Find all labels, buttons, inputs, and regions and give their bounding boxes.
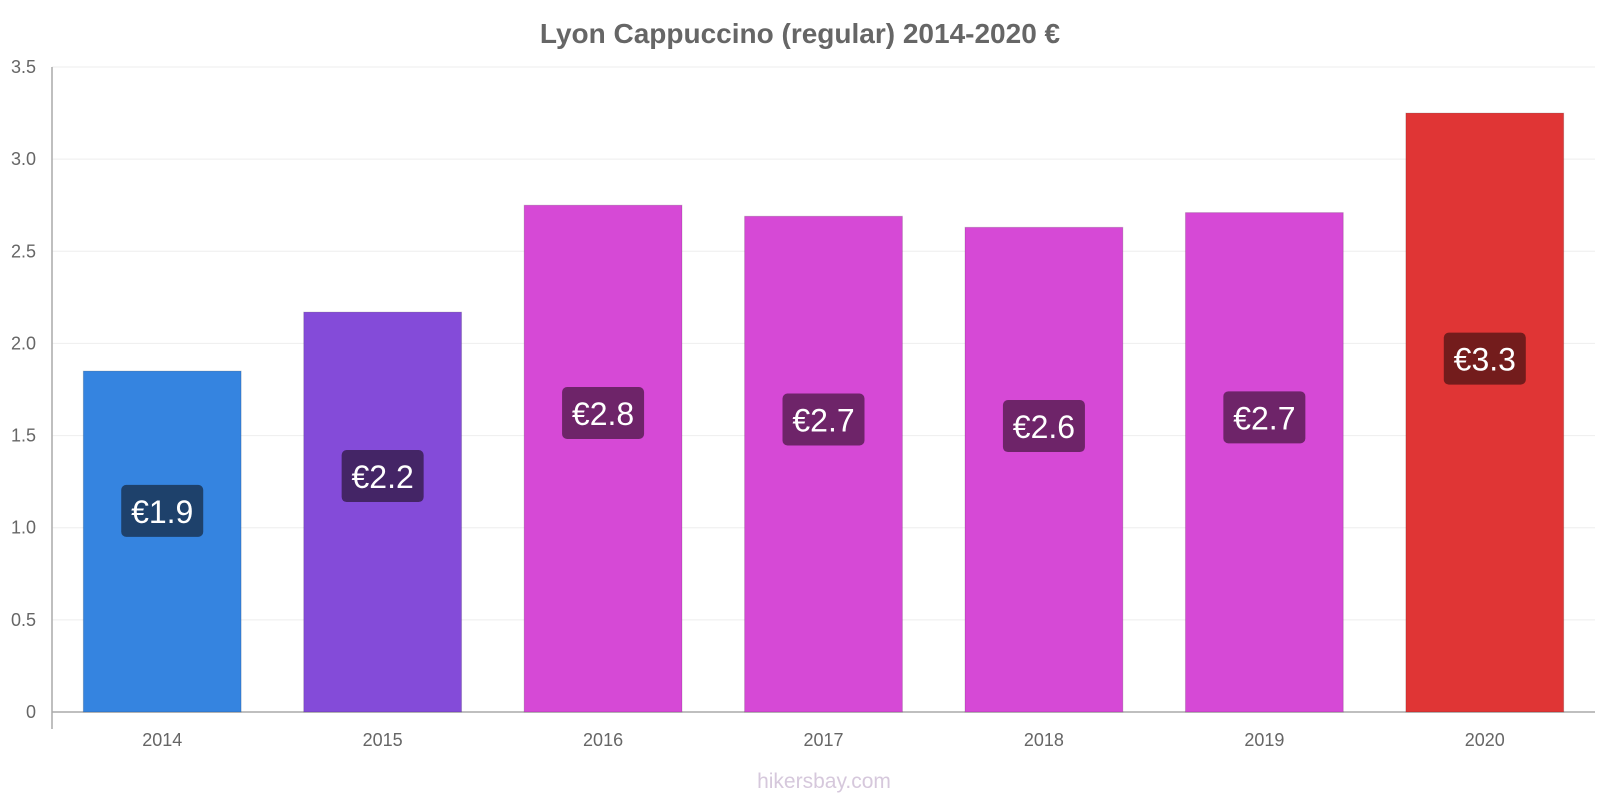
data-label: €2.8 [562, 386, 645, 439]
data-label-background [1223, 391, 1306, 444]
data-label: €2.6 [1002, 400, 1085, 453]
data-label-background [121, 484, 204, 537]
y-tick-label: 1.5 [11, 426, 36, 446]
x-tick-label: 2020 [1465, 730, 1505, 750]
bar [1405, 112, 1565, 713]
x-tick-label: 2014 [142, 730, 182, 750]
x-tick-label: 2015 [363, 730, 403, 750]
x-tick-label: 2016 [583, 730, 623, 750]
x-tick-label: 2019 [1244, 730, 1284, 750]
data-label: €2.7 [782, 393, 865, 446]
data-label: €2.2 [341, 450, 424, 503]
y-tick-label: 3.5 [11, 57, 36, 77]
chart-title: Lyon Cappuccino (regular) 2014-2020 € [540, 18, 1061, 49]
data-labels: €1.9 €2.2 €2.8 €2.7 €2.6 €2.7 €3.3 [121, 332, 1526, 537]
data-label: €2.7 [1223, 391, 1306, 444]
y-axis-ticks: 0 0.5 1.0 1.5 2.0 2.5 3.0 3.5 [11, 57, 36, 722]
bar [303, 311, 463, 713]
x-axis-ticks: 2014 2015 2016 2017 2018 2019 2020 [142, 730, 1505, 750]
watermark-text: hikersbay.com [757, 770, 891, 793]
data-label-text: €2.8 [572, 396, 634, 432]
data-label: €1.9 [121, 484, 204, 537]
bar [964, 226, 1124, 713]
data-label-text: €2.6 [1013, 409, 1075, 445]
bar [523, 204, 683, 713]
y-tick-label: 1.0 [11, 518, 36, 538]
data-label-background [562, 386, 645, 439]
data-label-text: €3.3 [1454, 342, 1516, 378]
bar [744, 215, 903, 713]
data-label-background [1443, 332, 1526, 385]
bar [82, 370, 242, 713]
data-label-background [782, 393, 865, 446]
data-label-text: €2.2 [352, 459, 414, 495]
data-label: €3.3 [1443, 332, 1526, 385]
data-label-text: €2.7 [1233, 400, 1295, 436]
data-label-background [341, 450, 424, 503]
y-tick-label: 2.5 [11, 241, 36, 261]
y-tick-label: 0 [26, 702, 36, 722]
y-tick-label: 0.5 [11, 610, 36, 630]
y-tick-label: 3.0 [11, 149, 36, 169]
bars [82, 112, 1565, 713]
x-tick-label: 2017 [803, 730, 843, 750]
data-label-text: €2.7 [792, 403, 854, 439]
x-tick-label: 2018 [1024, 730, 1064, 750]
bar [1184, 212, 1344, 713]
y-tick-label: 2.0 [11, 333, 36, 353]
data-label-background [1002, 400, 1085, 453]
data-label-text: €1.9 [131, 494, 193, 530]
